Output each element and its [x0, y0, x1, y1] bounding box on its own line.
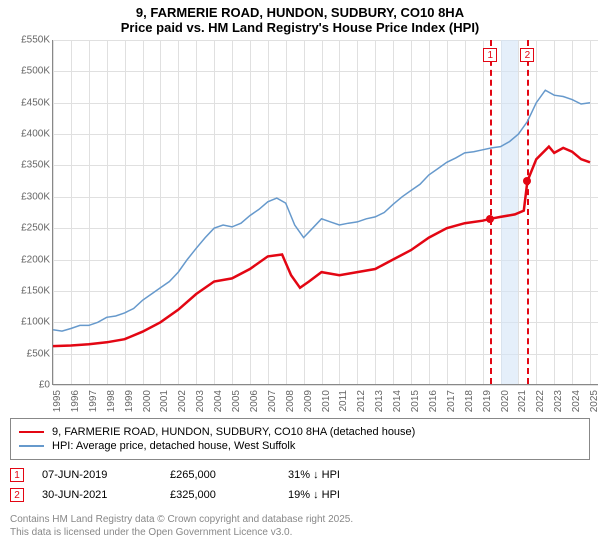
- x-tick-label: 2012: [356, 390, 367, 412]
- x-tick-label: 2004: [213, 390, 224, 412]
- y-axis: £0£50K£100K£150K£200K£250K£300K£350K£400…: [10, 40, 52, 385]
- legend: 9, FARMERIE ROAD, HUNDON, SUDBURY, CO10 …: [10, 418, 590, 460]
- x-tick-label: 1997: [88, 390, 99, 412]
- x-tick-label: 1996: [70, 390, 81, 412]
- marker-2-box: 2: [10, 488, 24, 502]
- x-tick-label: 1998: [106, 390, 117, 412]
- chart-line: [53, 90, 590, 331]
- y-tick-label: £400K: [21, 129, 50, 140]
- x-tick-label: 2025: [589, 390, 600, 412]
- y-tick-label: £0: [39, 380, 50, 391]
- price-dot: [486, 215, 494, 223]
- x-tick-label: 2009: [303, 390, 314, 412]
- x-tick-label: 2015: [410, 390, 421, 412]
- x-tick-label: 2008: [285, 390, 296, 412]
- transaction-row-2: 2 30-JUN-2021 £325,000 19% ↓ HPI: [10, 485, 590, 505]
- x-tick-label: 2002: [177, 390, 188, 412]
- chart-area: £0 £50K £100K £150K £200K £250K £300K £350K £400…: [10, 40, 600, 410]
- y-tick-label: £450K: [21, 97, 50, 108]
- legend-swatch-1: [19, 431, 44, 434]
- plot-marker-box: 2: [520, 48, 534, 62]
- y-tick-label: £300K: [21, 191, 50, 202]
- footer-text: Contains HM Land Registry data © Crown c…: [10, 513, 590, 539]
- x-axis: 1995 1996 1997 1998 1999 2000 2001 2002 2003 2004…: [52, 388, 598, 410]
- legend-label-1: 9, FARMERIE ROAD, HUNDON, SUDBURY, CO10 …: [52, 426, 415, 438]
- x-tick-label: 2024: [571, 390, 582, 412]
- transaction-table: 1 07-JUN-2019 £265,000 31% ↓ HPI 2 30-JU…: [10, 465, 590, 505]
- transaction-row-1: 1 07-JUN-2019 £265,000 31% ↓ HPI: [10, 465, 590, 485]
- transaction-pct-2: 19% ↓ HPI: [288, 489, 388, 501]
- x-tick-label: 2011: [338, 390, 349, 412]
- y-tick-label: £150K: [21, 285, 50, 296]
- x-tick-label: 2014: [392, 390, 403, 412]
- y-tick-label: £100K: [21, 317, 50, 328]
- chart-line: [53, 147, 590, 347]
- x-tick-label: 2022: [535, 390, 546, 412]
- footer-line-1: Contains HM Land Registry data © Crown c…: [10, 513, 590, 526]
- x-tick-label: 1995: [52, 390, 63, 412]
- transaction-date-2: 30-JUN-2021: [42, 489, 152, 501]
- transaction-price-2: £325,000: [170, 489, 270, 501]
- legend-label-2: HPI: Average price, detached house, West…: [52, 440, 295, 452]
- transaction-pct-1: 31% ↓ HPI: [288, 469, 388, 481]
- x-tick-label: 2021: [517, 390, 528, 412]
- chart-subtitle: Price paid vs. HM Land Registry's House …: [5, 20, 595, 35]
- legend-row-1: 9, FARMERIE ROAD, HUNDON, SUDBURY, CO10 …: [19, 426, 581, 438]
- y-tick-label: £250K: [21, 223, 50, 234]
- y-gridline: [53, 385, 598, 386]
- x-tick-label: 1999: [124, 390, 135, 412]
- x-tick-label: 2006: [249, 390, 260, 412]
- x-tick-label: 2019: [482, 390, 493, 412]
- chart-title: 9, FARMERIE ROAD, HUNDON, SUDBURY, CO10 …: [5, 5, 595, 20]
- x-tick-label: 2003: [195, 390, 206, 412]
- x-tick-label: 2000: [142, 390, 153, 412]
- transaction-price-1: £265,000: [170, 469, 270, 481]
- x-tick-label: 2001: [159, 390, 170, 412]
- chart-container: 9, FARMERIE ROAD, HUNDON, SUDBURY, CO10 …: [0, 0, 600, 560]
- price-dot: [523, 177, 531, 185]
- y-tick-label: £50K: [27, 348, 50, 359]
- marker-1-box: 1: [10, 468, 24, 482]
- y-tick-label: £500K: [21, 66, 50, 77]
- x-tick-label: 2016: [428, 390, 439, 412]
- x-tick-label: 2013: [374, 390, 385, 412]
- x-tick-label: 2017: [446, 390, 457, 412]
- legend-row-2: HPI: Average price, detached house, West…: [19, 440, 581, 452]
- plot-area: 12: [52, 40, 598, 385]
- x-tick-label: 2005: [231, 390, 242, 412]
- y-tick-label: £550K: [21, 35, 50, 46]
- plot-marker-box: 1: [483, 48, 497, 62]
- x-tick-label: 2020: [500, 390, 511, 412]
- x-tick-label: 2018: [464, 390, 475, 412]
- y-tick-label: £200K: [21, 254, 50, 265]
- line-chart-svg: [53, 40, 599, 385]
- legend-swatch-2: [19, 445, 44, 447]
- footer-line-2: This data is licensed under the Open Gov…: [10, 526, 590, 539]
- y-tick-label: £350K: [21, 160, 50, 171]
- x-tick-label: 2007: [267, 390, 278, 412]
- x-tick-label: 2023: [553, 390, 564, 412]
- transaction-date-1: 07-JUN-2019: [42, 469, 152, 481]
- x-tick-label: 2010: [321, 390, 332, 412]
